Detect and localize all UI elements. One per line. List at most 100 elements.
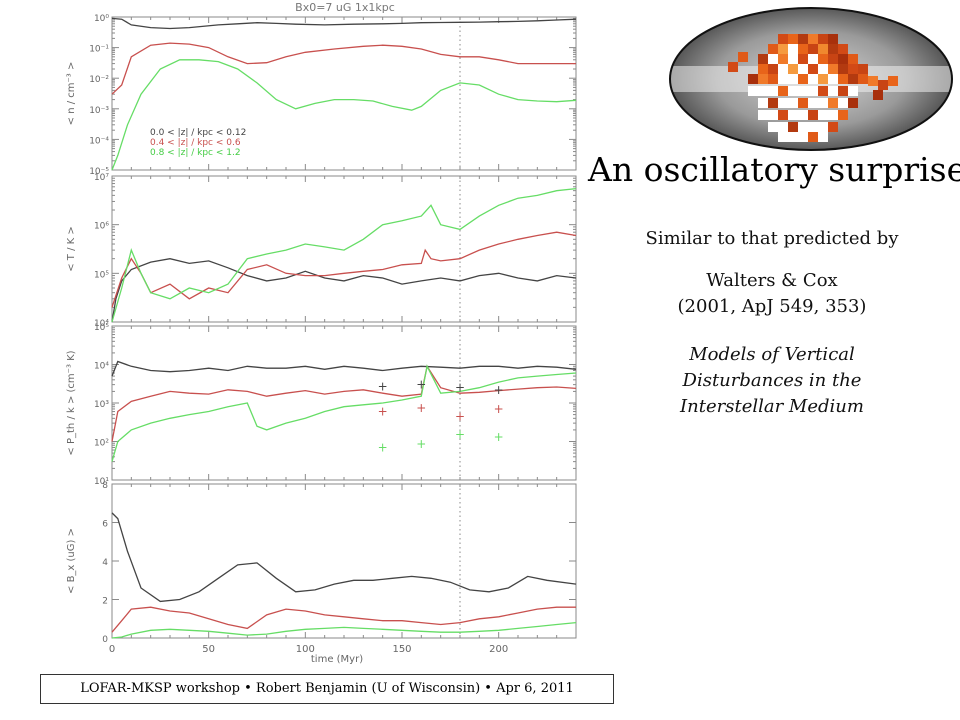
- y-tick-label: 10⁴: [94, 319, 109, 329]
- x-tick-label: 100: [296, 644, 315, 655]
- series-line-2: [111, 606, 576, 633]
- plus-marker: +: [455, 428, 465, 442]
- paper-title-line1: Models of Vertical: [689, 344, 855, 365]
- y-tick-label: 10⁴: [94, 362, 109, 372]
- sky-pixel: [778, 132, 788, 142]
- x-tick-label: 200: [489, 644, 508, 655]
- sky-pixel: [828, 44, 838, 54]
- sky-pixel: [788, 86, 798, 96]
- sky-pixel: [808, 98, 818, 108]
- sky-pixel: [798, 34, 808, 44]
- y-tick-label: 2: [102, 597, 108, 607]
- allsky-map-image: [669, 7, 953, 151]
- y-tick-label: 10¹: [94, 477, 109, 487]
- sky-pixel: [818, 86, 828, 96]
- chart-background: [60, 0, 585, 668]
- y-tick-label: 10²: [94, 439, 109, 449]
- sky-pixel: [808, 54, 818, 64]
- sky-pixel: [778, 44, 788, 54]
- sky-pixel: [808, 64, 818, 74]
- sky-pixel: [728, 62, 738, 72]
- series-line-2: [111, 42, 576, 95]
- plus-marker: +: [455, 381, 465, 395]
- sky-pixel: [778, 98, 788, 108]
- sky-pixel: [748, 86, 758, 96]
- sky-pixel: [838, 110, 848, 120]
- headline: An oscillatory surprise!: [588, 150, 960, 189]
- sky-pixel: [798, 132, 808, 142]
- sky-pixel: [858, 64, 868, 74]
- y-tick-label: 8: [102, 481, 108, 491]
- sky-pixel: [828, 34, 838, 44]
- sky-pixel: [788, 34, 798, 44]
- y-axis-label: < P_th / k > (cm⁻³ K): [66, 350, 77, 455]
- sky-pixel: [808, 44, 818, 54]
- sky-pixel: [788, 64, 798, 74]
- plus-marker: +: [494, 402, 504, 416]
- sky-pixel: [818, 34, 828, 44]
- y-tick-label: 10⁶: [94, 222, 109, 232]
- y-tick-label: 10⁻²: [89, 75, 109, 85]
- sky-pixel: [798, 122, 808, 132]
- legend-entry-2: 0.4 < |z| / kpc < 0.6: [150, 138, 241, 148]
- y-tick-label: 10⁻³: [89, 106, 109, 116]
- sky-pixel: [808, 122, 818, 132]
- sky-pixel: [768, 86, 778, 96]
- plus-marker: +: [378, 440, 388, 454]
- similar-text: Similar to that predicted by: [645, 228, 899, 249]
- sky-pixel: [808, 132, 818, 142]
- sky-pixel: [838, 86, 848, 96]
- x-tick-label: 0: [109, 644, 115, 655]
- sky-pixel: [838, 54, 848, 64]
- sky-pixel: [758, 54, 768, 64]
- sky-pixel: [758, 110, 768, 120]
- sky-pixel: [838, 98, 848, 108]
- panel-3: 10¹ 10² 10³ 10⁴ 10⁵ < P_th / k > (cm⁻³ K) + + + +…: [66, 323, 577, 487]
- survey-pixels: [728, 34, 898, 142]
- y-tick-label: 4: [102, 558, 108, 568]
- sky-pixel: [848, 86, 858, 96]
- sky-pixel: [778, 34, 788, 44]
- sky-pixel: [828, 86, 838, 96]
- plus-marker: +: [416, 401, 426, 415]
- sky-pixel: [788, 74, 798, 84]
- sky-pixel: [858, 74, 868, 84]
- series-line-3: [111, 187, 577, 323]
- sky-pixel: [788, 110, 798, 120]
- sky-pixel: [848, 54, 858, 64]
- sky-pixel: [828, 98, 838, 108]
- series-line-2: [111, 364, 577, 442]
- y-tick-label: 10⁷: [94, 173, 109, 183]
- sky-pixel: [873, 90, 883, 100]
- y-tick-label: 10⁻¹: [89, 45, 109, 55]
- y-axis-label: < T / K >: [66, 226, 77, 272]
- chart-title: Bx0=7 uG 1x1kpc: [295, 1, 395, 14]
- sky-pixel: [868, 76, 878, 86]
- legend-entry-1: 0.0 < |z| / kpc < 0.12: [150, 128, 246, 138]
- sky-pixel: [788, 98, 798, 108]
- x-tick-label: 150: [392, 644, 411, 655]
- panel-1: 10⁻⁵ 10⁻⁴ 10⁻³ 10⁻² 10⁻¹ 10⁰ < n / cm⁻³ >: [66, 14, 577, 177]
- y-axis-label: < B_x (uG) >: [66, 528, 77, 594]
- sky-pixel: [818, 98, 828, 108]
- sky-pixel: [808, 74, 818, 84]
- sky-pixel: [798, 64, 808, 74]
- plus-marker: +: [455, 409, 465, 423]
- legend: 0.0 < |z| / kpc < 0.12 0.4 < |z| / kpc <…: [150, 128, 246, 158]
- sky-pixel: [838, 64, 848, 74]
- sky-pixel: [828, 122, 838, 132]
- sky-pixel: [818, 44, 828, 54]
- y-tick-label: 10⁵: [94, 270, 109, 280]
- sky-pixel: [778, 54, 788, 64]
- plus-marker: +: [494, 383, 504, 397]
- series-line-3: [111, 59, 577, 171]
- series-line-1: [111, 17, 577, 30]
- sky-pixel: [848, 74, 858, 84]
- series-line-1: [111, 512, 577, 603]
- sky-pixel: [768, 122, 778, 132]
- series-line-1: [111, 258, 577, 323]
- paper-title-line3: Interstellar Medium: [680, 396, 864, 417]
- sky-pixel: [748, 74, 758, 84]
- series-line-1: [111, 360, 577, 377]
